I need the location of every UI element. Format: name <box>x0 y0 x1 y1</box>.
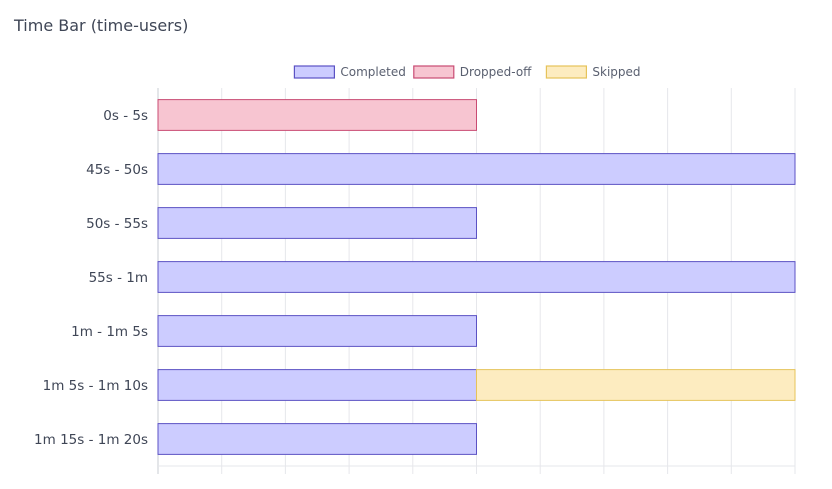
legend: Completed Dropped-off Skipped <box>293 65 641 79</box>
legend-label: Completed <box>340 65 405 79</box>
legend-swatch-completed <box>293 65 335 79</box>
y-tick-label: 1m - 1m 5s <box>71 324 148 340</box>
y-tick-label: 0s - 5s <box>103 108 148 124</box>
y-tick-label: 45s - 50s <box>86 162 148 178</box>
bar-completed <box>157 315 477 347</box>
y-tick-label: 50s - 55s <box>86 216 148 232</box>
legend-label: Skipped <box>592 65 640 79</box>
bar-completed <box>157 261 796 293</box>
y-axis-ticks: 0s - 5s 45s - 50s 50s - 55s 55s - 1m 1m - 1m… <box>34 108 148 448</box>
bar-completed <box>157 423 477 455</box>
legend-swatch-skipped <box>545 65 588 79</box>
legend-swatch-dropped-off <box>413 65 455 79</box>
y-tick-label: 1m 5s - 1m 10s <box>43 378 148 394</box>
y-tick-label: 1m 15s - 1m 20s <box>34 432 148 448</box>
legend-label: Dropped-off <box>460 65 532 79</box>
chart-title: Time Bar (time-users) <box>14 16 189 35</box>
bar-dropped-off <box>157 99 477 131</box>
bar-completed <box>157 369 477 401</box>
y-tick-label: 55s - 1m <box>89 270 148 286</box>
bar-completed <box>157 207 477 239</box>
bar-completed <box>157 153 796 185</box>
bars <box>157 99 796 455</box>
bar-skipped <box>476 369 796 401</box>
